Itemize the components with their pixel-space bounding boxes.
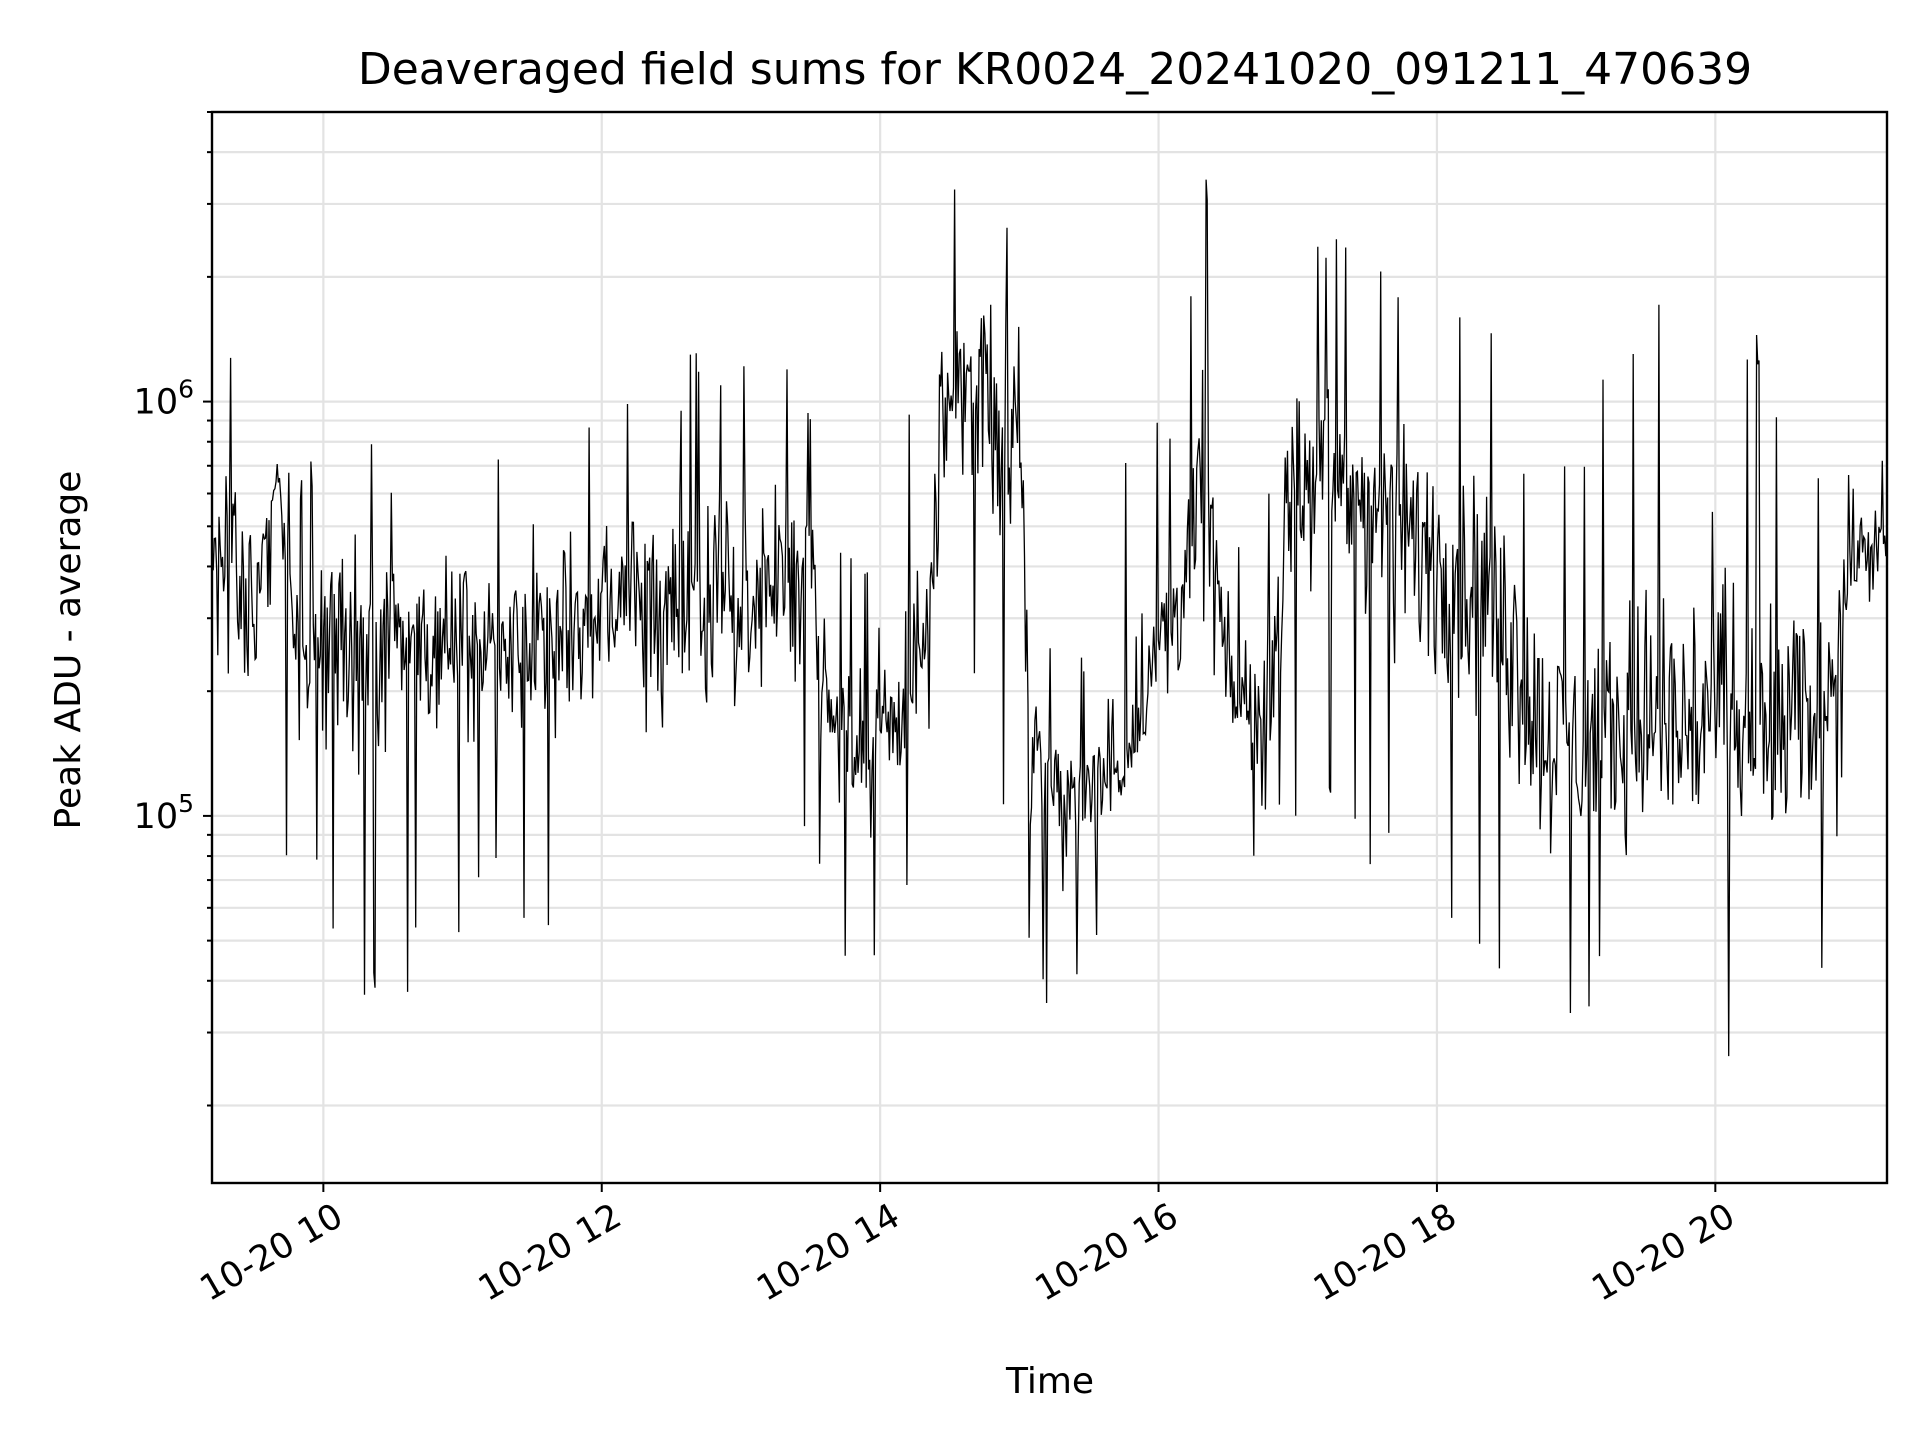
y-tick-label: 106 [134, 375, 194, 423]
x-tick-label: 10-20 16 [1029, 1196, 1185, 1309]
plot-frame [210, 110, 1889, 1185]
y-axis-label: Peak ADU - average [48, 471, 89, 830]
x-tick-label: 10-20 20 [1586, 1196, 1742, 1309]
series-layer [211, 179, 1888, 1057]
x-tick-label: 10-20 12 [472, 1196, 628, 1309]
y-tick-label: 105 [134, 789, 194, 837]
series-line [211, 179, 1888, 1057]
grid-layer [212, 110, 1887, 1183]
x-tick-label: 10-20 18 [1307, 1196, 1463, 1309]
x-tick-label: 10-20 14 [750, 1196, 906, 1309]
x-tick-label: 10-20 10 [194, 1196, 350, 1309]
x-axis-label: Time [1005, 1361, 1094, 1402]
chart-title: Deaveraged field sums for KR0024_2024102… [358, 44, 1752, 95]
